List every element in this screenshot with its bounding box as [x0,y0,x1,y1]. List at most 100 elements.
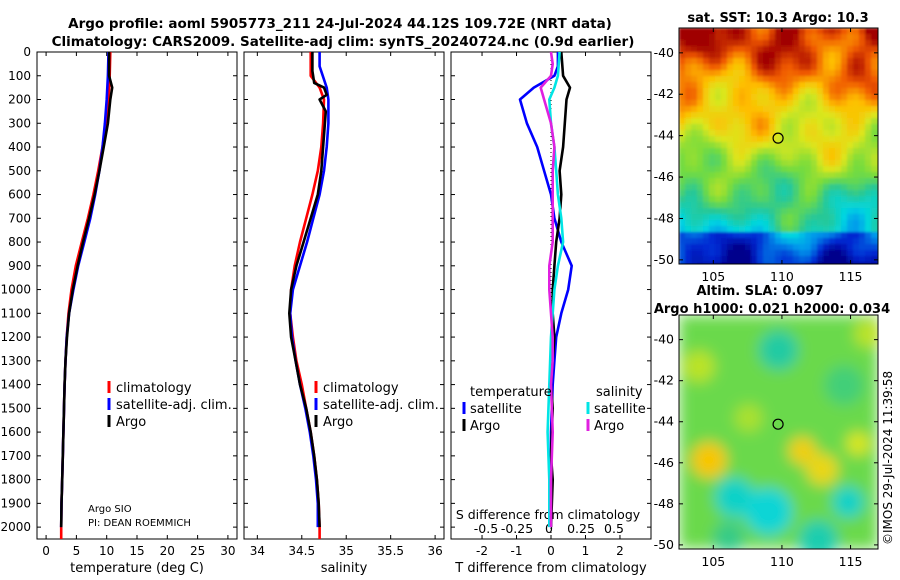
sst-cell [715,88,722,95]
sst-cell [697,28,704,35]
sst-cell [817,58,824,65]
sst-cell [751,136,758,143]
sst-cell [805,40,812,47]
sst-cell [811,214,818,221]
sla-map-title: Altim. SLA: 0.097 [697,284,824,299]
sst-cell [739,34,746,41]
sst-cell [733,64,740,71]
sst-cell [733,154,740,161]
sst-cell [859,154,866,161]
sst-cell [739,220,746,227]
sst-cell [739,118,746,125]
sst-cell [847,52,854,59]
sst-cell [697,100,704,107]
sst-cell [715,244,722,251]
sst-cell [703,148,710,155]
profile-panel-2: 34 34.5 35 35.5 36 salinity climatology satelli… [243,51,445,576]
sst-cell [751,202,758,209]
sst-cell [769,28,776,35]
sst-cell [739,172,746,179]
sst-cell [853,34,860,41]
sst-cell [721,226,728,233]
sst-cell [763,262,770,264]
sst-cell [745,82,752,89]
sst-cell [865,58,872,65]
sla-anomaly-blob [682,350,715,383]
sst-cell [721,256,728,263]
sst-cell [781,244,788,251]
x-tick-label: -1 [511,544,523,558]
sst-cell [829,100,836,107]
sst-cell [829,34,836,41]
sst-cell [769,136,776,143]
sst-cell [745,136,752,143]
sst-cell [775,172,782,179]
sst-cell [697,208,704,215]
depth-tick-label: 1300 [0,354,31,368]
sst-cell [739,232,746,239]
sst-cell [733,34,740,41]
sst-cell [697,196,704,203]
sst-cell [829,82,836,89]
sst-cell [793,244,800,251]
sst-cell [847,184,854,191]
sst-cell [733,118,740,125]
sst-cell [757,82,764,89]
legend-label: Argo [594,419,624,434]
sst-cell [781,202,788,209]
sst-cell [733,52,740,59]
sst-cell [781,214,788,221]
sst-cell [823,196,830,203]
sst-cell [769,238,776,245]
sst-cell [697,154,704,161]
sst-cell [751,118,758,125]
sst-cell [841,220,848,227]
sst-cell [769,220,776,227]
sst-cell [859,124,866,131]
sst-cell [841,124,848,131]
sst-cell [763,64,770,71]
sst-cell [763,118,770,125]
top-axis-tick-label: 0 [545,521,553,536]
sst-cell [787,166,794,173]
sst-cell [715,178,722,185]
sst-cell [709,70,716,77]
sst-cell [829,136,836,143]
panel-frame [243,51,445,540]
sst-cell [703,70,710,77]
sst-cell [727,100,734,107]
sst-cell [679,34,686,41]
sst-cell [853,208,860,215]
sst-cell [769,160,776,167]
sst-cell [757,88,764,95]
sst-cell [835,64,842,71]
sst-cell [691,64,698,71]
sst-cell [775,220,782,227]
sst-cell [751,124,758,131]
sst-cell [745,112,752,119]
sst-cell [757,172,764,179]
depth-tick-label: 600 [8,188,31,202]
sst-cell [805,250,812,257]
sst-cell [859,70,866,77]
sst-cell [703,28,710,35]
sst-cell [733,250,740,257]
sst-cell [727,244,734,251]
sst-cell [709,160,716,167]
sst-cell [775,82,782,89]
sst-cell [787,214,794,221]
sst-field [679,28,878,264]
sst-cell [727,172,734,179]
sst-cell [853,256,860,263]
sst-cell [859,28,866,35]
sst-cell [703,106,710,113]
sst-cell [823,124,830,131]
sst-cell [703,58,710,65]
sst-cell [871,190,878,197]
sst-cell [793,250,800,257]
sst-cell [853,82,860,89]
sst-cell [751,214,758,221]
sst-cell [781,238,788,245]
sst-cell [817,76,824,83]
